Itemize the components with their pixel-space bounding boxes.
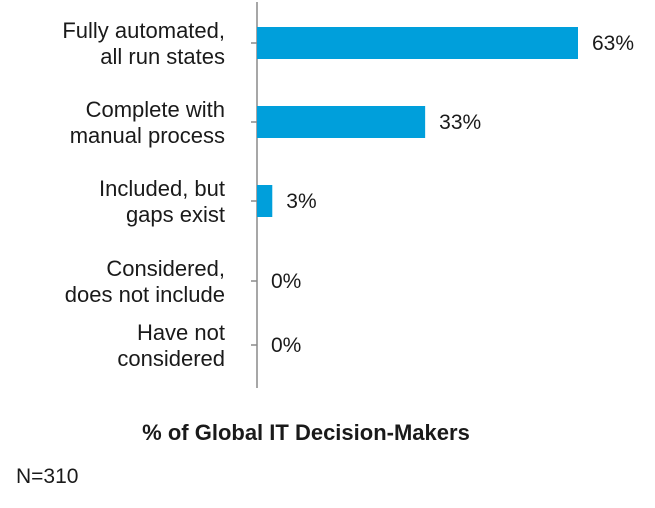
category-label: Have not considered xyxy=(117,320,225,371)
category-label: Considered, does not include xyxy=(65,256,225,307)
category-label-line: all run states xyxy=(100,44,225,69)
category-label-line: Fully automated, xyxy=(62,18,225,43)
bar-value-label: 0% xyxy=(271,334,301,357)
category-label-line: considered xyxy=(117,346,225,371)
category-label-line: manual process xyxy=(70,123,225,148)
x-axis-title: % of Global IT Decision-Makers xyxy=(142,420,470,445)
category-label-line: Complete with xyxy=(86,97,225,122)
bar-value-label: 0% xyxy=(271,270,301,293)
category-label-line: Considered, xyxy=(106,256,225,281)
bar-value-label: 3% xyxy=(286,190,316,213)
chart-marks: Fully automated, all run states 63% Complet… xyxy=(62,2,634,388)
category-label-line: Have not xyxy=(137,320,225,345)
bar-value-label: 63% xyxy=(592,32,634,55)
category-label: Fully automated, all run states xyxy=(62,18,225,69)
category-label-line: does not include xyxy=(65,282,225,307)
bar xyxy=(257,27,578,59)
category-label-line: gaps exist xyxy=(126,202,225,227)
category-label: Complete with manual process xyxy=(70,97,225,148)
category-label: Included, but gaps exist xyxy=(99,176,225,227)
bar-value-label: 33% xyxy=(439,111,481,134)
bar xyxy=(257,185,273,217)
sample-size-note: N=310 xyxy=(16,465,79,488)
category-label-line: Included, but xyxy=(99,176,225,201)
bar xyxy=(257,106,426,138)
